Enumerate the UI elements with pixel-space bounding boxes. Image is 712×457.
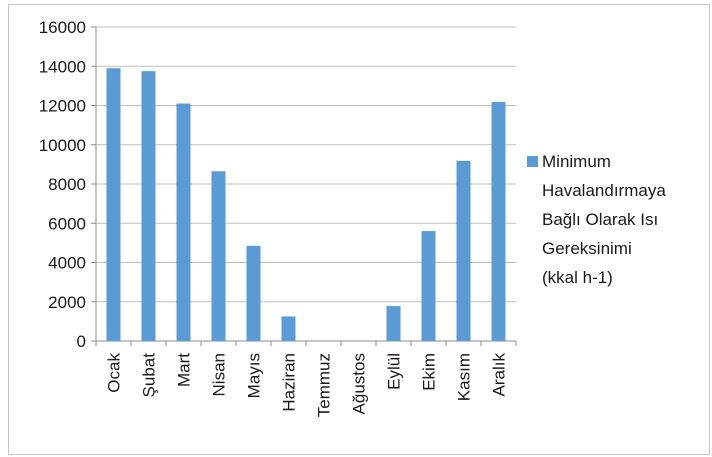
bar — [106, 68, 121, 342]
y-tick-label: 2000 — [48, 293, 86, 312]
gridlines — [96, 26, 516, 303]
chart-frame: 0 2000 4000 6000 8000 10000 12000 14000 16000 Oc… — [8, 4, 710, 455]
bar — [141, 71, 156, 341]
bar — [211, 171, 226, 341]
x-category-label: Eylül — [385, 353, 404, 390]
y-tick-label: 14000 — [39, 57, 86, 76]
y-tick-label: 6000 — [48, 214, 86, 233]
bar — [246, 245, 261, 341]
bar — [176, 103, 191, 341]
bar — [421, 231, 436, 341]
y-tick-label: 0 — [77, 332, 86, 351]
x-category-label: Haziran — [280, 353, 299, 412]
y-tick-label: 8000 — [48, 175, 86, 194]
x-category-label: Ağustos — [350, 353, 369, 414]
x-category-label: Ocak — [105, 353, 124, 393]
legend-swatch — [527, 156, 538, 167]
legend-label: Minimum Havalandırmaya Bağlı Olarak Isı Ger… — [542, 152, 666, 287]
y-tick-label: 16000 — [39, 18, 86, 37]
bars — [106, 68, 506, 342]
x-category-label: Nisan — [210, 353, 229, 396]
bar — [386, 306, 401, 341]
x-category-label: Mart — [175, 353, 194, 387]
axes — [91, 26, 517, 346]
x-axis-category-labels: Ocak Şubat Mart Nisan Mayıs Haziran Temmuz Ağus… — [105, 353, 509, 418]
y-tick-label: 12000 — [39, 97, 86, 116]
bar-chart: 0 2000 4000 6000 8000 10000 12000 14000 16000 Oc… — [39, 18, 667, 418]
legend: Minimum Havalandırmaya Bağlı Olarak Isı Ger… — [527, 152, 666, 287]
bar — [456, 160, 471, 341]
x-category-label: Kasım — [455, 353, 474, 401]
y-axis-tick-labels: 0 2000 4000 6000 8000 10000 12000 14000 16000 — [39, 18, 86, 351]
x-category-label: Ekim — [420, 353, 439, 391]
x-category-label: Temmuz — [315, 353, 334, 417]
x-category-label: Şubat — [140, 353, 159, 398]
y-tick-label: 4000 — [48, 254, 86, 273]
bar — [281, 316, 296, 341]
x-category-label: Aralık — [490, 353, 509, 397]
y-tick-label: 10000 — [39, 136, 86, 155]
x-category-label: Mayıs — [245, 353, 264, 398]
bar — [491, 101, 506, 341]
